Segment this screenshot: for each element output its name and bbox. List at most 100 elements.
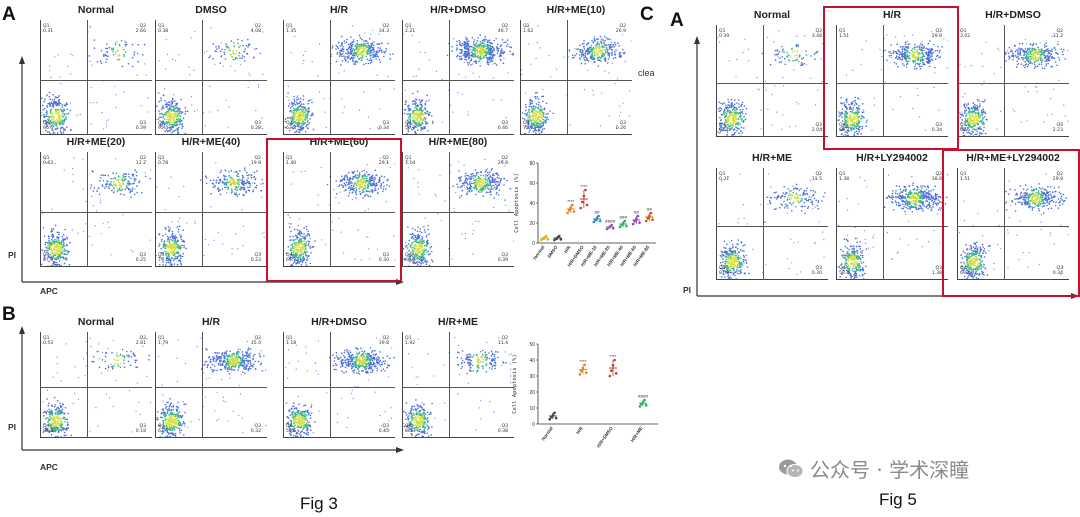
chart-y-tick-label: 0 (532, 241, 535, 247)
chart-category-label: H/R (563, 244, 572, 254)
q2-label: Q2 2.66 (135, 24, 146, 34)
q1-label: Q1 1.35 (286, 24, 297, 34)
flow-plot-title: Normal (753, 9, 791, 21)
chart-point (579, 206, 582, 210)
q2-label: Q2 26.9 (615, 24, 626, 34)
chart-point (598, 219, 602, 223)
chart-point (580, 369, 583, 373)
q1-label: Q1 1.51 (839, 29, 850, 39)
flow-plot-title: H/R+LY294002 (856, 152, 928, 164)
chart-point (610, 369, 613, 372)
flow-scatter (285, 337, 395, 438)
chart-point (608, 374, 612, 378)
flow-plot: H/R+ME(80) Q1 1.14 Q2 29.8 Q3 0.39 Q4 68.6 (402, 136, 514, 267)
q3-label: Q3 2.04 (811, 123, 822, 133)
chart-y-tick-label: 30 (529, 374, 535, 380)
flow-plot: H/R+ME+LY294002 Q1 1.51 Q2 29.8 Q3 0.34 Q4 69.2 (957, 152, 1069, 280)
q1-label: Q1 1.14 (405, 156, 416, 166)
clipped-label: clea (638, 68, 655, 78)
q2-label: Q2 11.4 (497, 336, 508, 346)
q2-label: Q2 39.8 (378, 336, 389, 346)
q3-label: Q3 0.34 (931, 123, 942, 133)
q1-label: Q1 0.38 (158, 24, 169, 34)
flow-plot-title: H/R+DMSO (985, 9, 1041, 21)
flow-plot: H/R+ME(10) Q1 1.62 Q2 26.9 Q3 0.26 Q4 71.0 (520, 4, 632, 135)
chart-point (557, 234, 561, 238)
q2-label: Q2 3.48 (811, 29, 822, 39)
flow-scatter (957, 173, 1069, 280)
q4-label: Q4 96.6 (43, 121, 54, 131)
q1-label: Q1 1.18 (286, 336, 297, 346)
q3-label: Q3 1.38 (931, 266, 942, 276)
flow-plot: H/R Q1 1.51 Q2 29.8 Q3 0.34 Q4 69.2 (836, 9, 948, 137)
chart-point (572, 210, 576, 213)
chart-point (584, 188, 587, 192)
q2-label: Q2 19.8 (250, 156, 261, 166)
highlight-box-hr (823, 6, 959, 150)
chart-point (646, 217, 650, 220)
q1-label: Q1 0.31 (43, 24, 54, 34)
q1-label: Q1 0.78 (158, 156, 169, 166)
fig3a-x-label: APC (40, 286, 58, 296)
flow-plot-title: Normal (77, 316, 115, 328)
chart-y-tick-label: 20 (529, 390, 535, 396)
q3-label: Q3 0.26 (615, 121, 626, 131)
q4-label: Q4 63.8 (286, 121, 297, 131)
chart-point (578, 373, 582, 376)
chart-point (618, 225, 622, 229)
chart-point (614, 372, 618, 375)
q4-label: Q4 58.4 (839, 266, 850, 276)
q3-label: Q3 0.28 (250, 121, 261, 131)
chart-point (554, 416, 558, 420)
flow-scatter (283, 25, 395, 135)
chart-significance-label: **** (579, 359, 586, 364)
chart-y-tick-label: 50 (529, 342, 535, 348)
flow-plot: Normal Q1 0.53 Q2 2.81 Q3 0.18 Q4 96.4 (40, 316, 152, 438)
chart-point (567, 209, 571, 212)
chart-category-label: H/R (575, 425, 584, 435)
q1-label: Q1 0.53 (43, 336, 54, 346)
q4-label: Q4 69.2 (286, 253, 297, 263)
flow-plot: H/R+ME(20) Q1 0.63 Q2 12.2 Q3 0.25 Q4 87.0 (40, 136, 152, 267)
q4-label: Q4 86.3 (405, 424, 416, 434)
chart-point (633, 220, 637, 223)
q3-label: Q3 0.32 (250, 424, 261, 434)
q2-label: Q2 12.2 (135, 156, 146, 166)
q1-label: Q1 2.21 (405, 24, 416, 34)
q4-label: Q4 63.6 (960, 123, 971, 133)
q3-label: Q3 0.46 (497, 121, 508, 131)
chart-point (623, 219, 627, 223)
chart-point (553, 411, 556, 415)
q4-label: Q4 58.6 (286, 424, 297, 434)
q1-label: Q1 0.63 (43, 156, 54, 166)
chart-y-label: Cell Apoptosis (%) (514, 173, 520, 233)
chart-y-tick-label: 80 (529, 161, 535, 167)
q1-label: Q1 1.38 (839, 172, 850, 182)
flow-plot-title: H/R+ME (752, 152, 792, 164)
flow-plot: H/R+ME(60) Q1 1.40 Q2 29.1 Q3 0.30 Q4 69.2 (283, 136, 395, 267)
chart-point (584, 371, 588, 375)
chart-point (644, 219, 648, 223)
apoptosis-chart-fig3b: Cell Apoptosis (%) 0 10 20 30 40 50 Normal **** H… (512, 342, 658, 449)
q1-label: Q1 3.02 (960, 29, 971, 39)
highlight-box-me-ly (942, 149, 1080, 297)
q2-label: Q2 4.08 (250, 24, 261, 34)
chart-point (610, 223, 614, 227)
chart-significance-label: #### (605, 219, 616, 224)
fig5-y-label: PI (683, 285, 692, 295)
flow-plot: H/R Q1 1.79 Q2 35.4 Q3 0.32 Q4 62.5 (155, 316, 267, 438)
caption-fig5: Fig 5 (879, 490, 917, 509)
chart-y-tick-label: 60 (529, 181, 535, 187)
q3-label: Q3 0.30 (811, 266, 822, 276)
chart-y-tick-label: 20 (529, 221, 535, 227)
chart-category-label: H/R+DMSO (596, 425, 614, 448)
flow-plot: H/R+ME(40) Q1 0.78 Q2 19.8 Q3 0.23 Q4 79.2 (155, 136, 267, 267)
flow-scatter (155, 162, 265, 267)
flow-plot-title: H/R (882, 9, 902, 21)
chart-significance-label: ### (619, 215, 627, 220)
flow-scatter (402, 33, 514, 135)
chart-point (592, 220, 596, 224)
q4-label: Q4 87.0 (43, 253, 54, 263)
flow-scatter (520, 25, 632, 135)
chart-significance-label: ## (594, 210, 600, 215)
